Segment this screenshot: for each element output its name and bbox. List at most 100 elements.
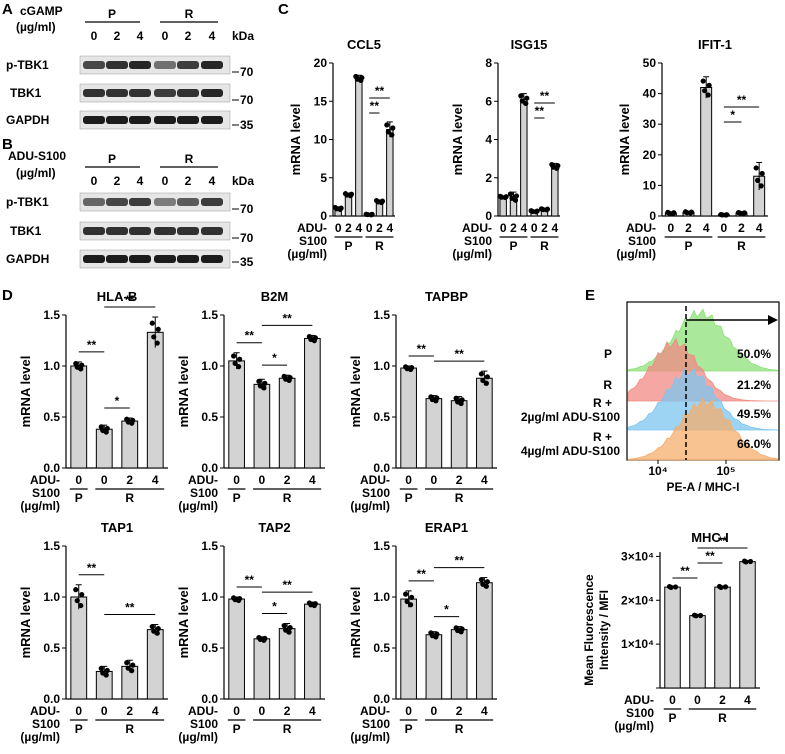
bar — [121, 420, 139, 469]
blot-b-marker: 70 — [240, 231, 254, 245]
blot-b-band — [201, 198, 223, 206]
flow-percent: 66.0% — [737, 437, 771, 451]
bar — [95, 428, 113, 469]
x-tick-label: 2 — [284, 704, 291, 718]
bar — [739, 561, 756, 689]
blot-b-band — [177, 198, 199, 206]
data-point — [231, 353, 237, 359]
x-axis-title: S100 — [362, 717, 390, 731]
data-point — [747, 558, 754, 565]
x-tick-label: 0 — [259, 473, 266, 487]
blot-b-band — [154, 255, 176, 263]
chart-b2m: 0.0 0.5 1.0 1.5 B2M mRNA level 0 0 2 4 P R ADU-S100(… — [176, 289, 325, 513]
data-point — [389, 132, 395, 138]
x-tick-label: 2 — [345, 221, 352, 235]
blot-b-dose: 4 — [137, 174, 144, 188]
x-tick-label: 0 — [259, 704, 266, 718]
blot-a-band — [106, 116, 128, 124]
bar — [664, 586, 681, 689]
x-axis-title: (µg/ml) — [20, 730, 60, 744]
significance-label: ** — [535, 104, 545, 118]
blot-a-marker: 35 — [240, 118, 254, 132]
x-axis-title: S100 — [464, 234, 492, 248]
y-axis-label: mRNA level — [18, 356, 33, 428]
y-tick-label: 50 — [643, 56, 657, 70]
blot-b-dose: 2 — [114, 174, 121, 188]
data-point — [130, 662, 136, 668]
y-tick-label: 1.0 — [373, 590, 390, 604]
y-axis-label: mRNA level — [18, 587, 33, 659]
data-point — [483, 583, 489, 589]
significance-label: ** — [125, 601, 135, 615]
bar — [228, 360, 245, 469]
x-axis-title: S100 — [32, 717, 60, 731]
significance-label: ** — [454, 347, 464, 361]
y-tick-label: 0 — [649, 209, 656, 223]
blot-a-group-r: R — [185, 7, 194, 21]
significance-label: ** — [705, 549, 715, 563]
data-point — [286, 629, 292, 635]
x-tick-label: 2 — [510, 221, 517, 235]
x-tick-label: 4 — [756, 221, 763, 235]
data-point — [697, 612, 704, 619]
data-point — [672, 584, 679, 590]
blot-a-marker: 70 — [240, 65, 254, 79]
data-point — [347, 193, 354, 199]
blot-a-dose: 2 — [185, 29, 192, 43]
data-point — [518, 93, 524, 99]
flow-peak — [627, 397, 779, 461]
data-point — [705, 92, 711, 98]
bar — [355, 77, 363, 217]
x-tick-label: 0 — [233, 704, 240, 718]
y-tick-label: 0.5 — [43, 641, 60, 655]
data-point — [759, 170, 765, 177]
group-label: R — [540, 239, 549, 253]
data-point — [502, 194, 508, 201]
blot-b-dose: 2 — [185, 174, 192, 188]
x-tick-label: 2 — [456, 473, 463, 487]
data-point — [129, 420, 135, 426]
blot-a-band — [154, 61, 176, 69]
data-point — [103, 429, 109, 435]
x-axis-title: ADU- — [30, 704, 60, 718]
blot-a-unit: (µg/ml) — [16, 20, 56, 34]
flow-sample-label: R + — [593, 430, 612, 444]
x-tick-label: 4 — [703, 221, 710, 235]
blot-b-dose: 4 — [209, 174, 216, 188]
y-tick-label: 1.0 — [43, 359, 60, 373]
blot-a: cGAMP (µg/ml) P R 0 2 4 0 2 4 kDa p-TBK1… — [6, 4, 254, 132]
chart-title: TAP2 — [258, 520, 290, 535]
x-tick-label: 0 — [500, 221, 507, 235]
x-tick-label: 4 — [309, 704, 316, 718]
x-axis-title: ADU- — [297, 221, 327, 235]
y-tick-label: 3×10⁴ — [621, 549, 654, 563]
data-point — [458, 629, 464, 635]
chart-tap1: 0.0 0.5 1.0 1.5 TAP1 mRNA level 0 0 2 4 P R ADU-S100… — [18, 520, 168, 744]
data-point — [484, 374, 490, 380]
bar — [278, 628, 296, 700]
y-tick-label: 0.0 — [201, 692, 218, 706]
data-point — [232, 360, 238, 366]
panel-letter-e: E — [585, 287, 595, 304]
blot-b-marker: 70 — [240, 202, 254, 216]
y-tick-label: 4 — [485, 133, 492, 147]
blot-b-band — [129, 227, 151, 235]
group-label: R — [283, 722, 292, 736]
data-point — [706, 82, 712, 88]
x-tick-label: 2 — [126, 473, 133, 487]
data-point — [358, 77, 364, 84]
bar — [400, 598, 417, 700]
group-label: R — [718, 711, 727, 725]
x-axis-title: ADU- — [462, 221, 492, 235]
y-tick-label: 2×10⁴ — [621, 593, 654, 607]
data-point — [524, 95, 530, 101]
x-tick-label: 2 — [126, 704, 133, 718]
blot-a-dose: 4 — [209, 29, 216, 43]
significance-label: ** — [87, 561, 97, 575]
data-point — [740, 210, 747, 216]
y-tick-label: 0.5 — [201, 641, 218, 655]
y-tick-label: 0.5 — [43, 410, 60, 424]
group-label: R — [737, 239, 746, 253]
significance-label: ** — [680, 564, 690, 578]
bar — [253, 383, 271, 469]
